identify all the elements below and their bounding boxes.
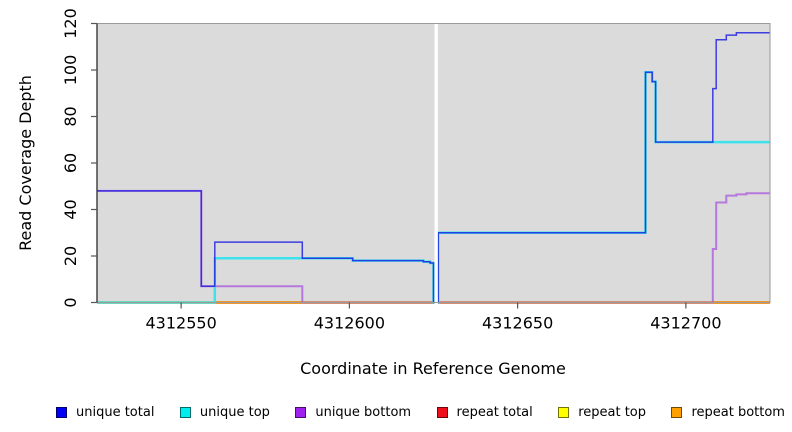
legend-label: unique top xyxy=(199,404,270,420)
y-tick-label: 60 xyxy=(61,153,80,173)
legend-swatch-icon xyxy=(56,406,67,418)
legend-item-unique-top: unique top xyxy=(179,404,270,420)
x-axis-title: Coordinate in Reference Genome xyxy=(300,359,566,378)
coverage-chart: 4312550 4312600 4312650 4312700 0 20 40 60 80 100… xyxy=(16,8,771,378)
y-axis-title: Read Coverage Depth xyxy=(16,75,35,251)
legend-label: repeat total xyxy=(456,404,533,420)
plot-background xyxy=(97,23,770,303)
legend-swatch-icon xyxy=(179,406,191,418)
y-tick-label: 0 xyxy=(61,297,80,307)
legend-swatch-icon xyxy=(295,406,307,418)
legend: unique total unique top unique bottom repea… xyxy=(0,401,792,423)
x-tick-label: 4312650 xyxy=(482,314,553,333)
legend-item-unique-total: unique total xyxy=(56,405,154,420)
legend-swatch-icon xyxy=(558,406,570,418)
plot-area: 4312550 4312600 4312650 4312700 0 20 40 60 80 100… xyxy=(61,8,771,333)
legend-item-repeat-bottom: repeat bottom xyxy=(671,405,785,420)
legend-swatch-icon xyxy=(436,406,448,418)
legend-item-unique-bottom: unique bottom xyxy=(295,405,411,420)
legend-label: unique bottom xyxy=(315,404,412,420)
series-line-unique-total xyxy=(97,32,770,304)
y-tick-label: 20 xyxy=(61,246,80,266)
x-tick-label: 4312700 xyxy=(650,314,721,333)
y-tick-label: 40 xyxy=(61,199,80,219)
y-tick-label: 120 xyxy=(61,8,80,39)
y-tick-label: 80 xyxy=(61,106,80,126)
series-line-unique-bottom xyxy=(97,189,770,304)
legend-label: unique total xyxy=(76,404,155,420)
legend-label: repeat top xyxy=(578,404,646,420)
legend-item-repeat-top: repeat top xyxy=(558,405,646,420)
legend-swatch-icon xyxy=(671,406,683,418)
x-tick-label: 4312600 xyxy=(314,314,385,333)
missing-data-band xyxy=(434,23,438,304)
y-tick-label: 100 xyxy=(61,55,80,86)
legend-item-repeat-total: repeat total xyxy=(436,404,533,420)
x-tick-label: 4312550 xyxy=(145,314,216,333)
legend-label: repeat bottom xyxy=(691,404,785,420)
